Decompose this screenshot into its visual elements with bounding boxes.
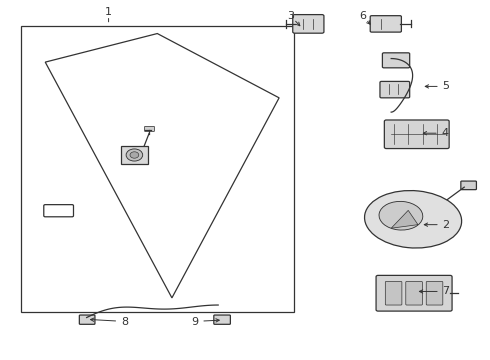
FancyBboxPatch shape (44, 204, 74, 217)
Text: 8: 8 (121, 317, 128, 327)
FancyBboxPatch shape (426, 282, 443, 305)
Text: 3: 3 (287, 12, 294, 21)
FancyBboxPatch shape (214, 315, 230, 324)
Ellipse shape (379, 201, 423, 230)
Text: 2: 2 (442, 220, 449, 230)
Polygon shape (45, 33, 279, 298)
Text: 1: 1 (105, 7, 112, 17)
Circle shape (130, 152, 139, 158)
Polygon shape (121, 146, 147, 164)
Bar (21, 26, 294, 312)
FancyBboxPatch shape (385, 282, 402, 305)
FancyBboxPatch shape (461, 181, 476, 190)
Ellipse shape (365, 190, 462, 248)
FancyBboxPatch shape (370, 16, 401, 32)
Circle shape (126, 149, 143, 161)
Polygon shape (391, 210, 418, 228)
Text: 6: 6 (359, 12, 366, 21)
FancyBboxPatch shape (380, 81, 410, 98)
FancyBboxPatch shape (406, 282, 422, 305)
Text: 9: 9 (192, 317, 199, 327)
FancyBboxPatch shape (376, 275, 452, 311)
Text: 5: 5 (442, 81, 449, 91)
FancyBboxPatch shape (293, 15, 324, 33)
FancyBboxPatch shape (79, 315, 95, 324)
FancyBboxPatch shape (382, 53, 410, 68)
FancyBboxPatch shape (384, 120, 449, 149)
Text: 4: 4 (441, 128, 448, 138)
Text: 7: 7 (442, 287, 449, 296)
FancyBboxPatch shape (145, 126, 154, 131)
